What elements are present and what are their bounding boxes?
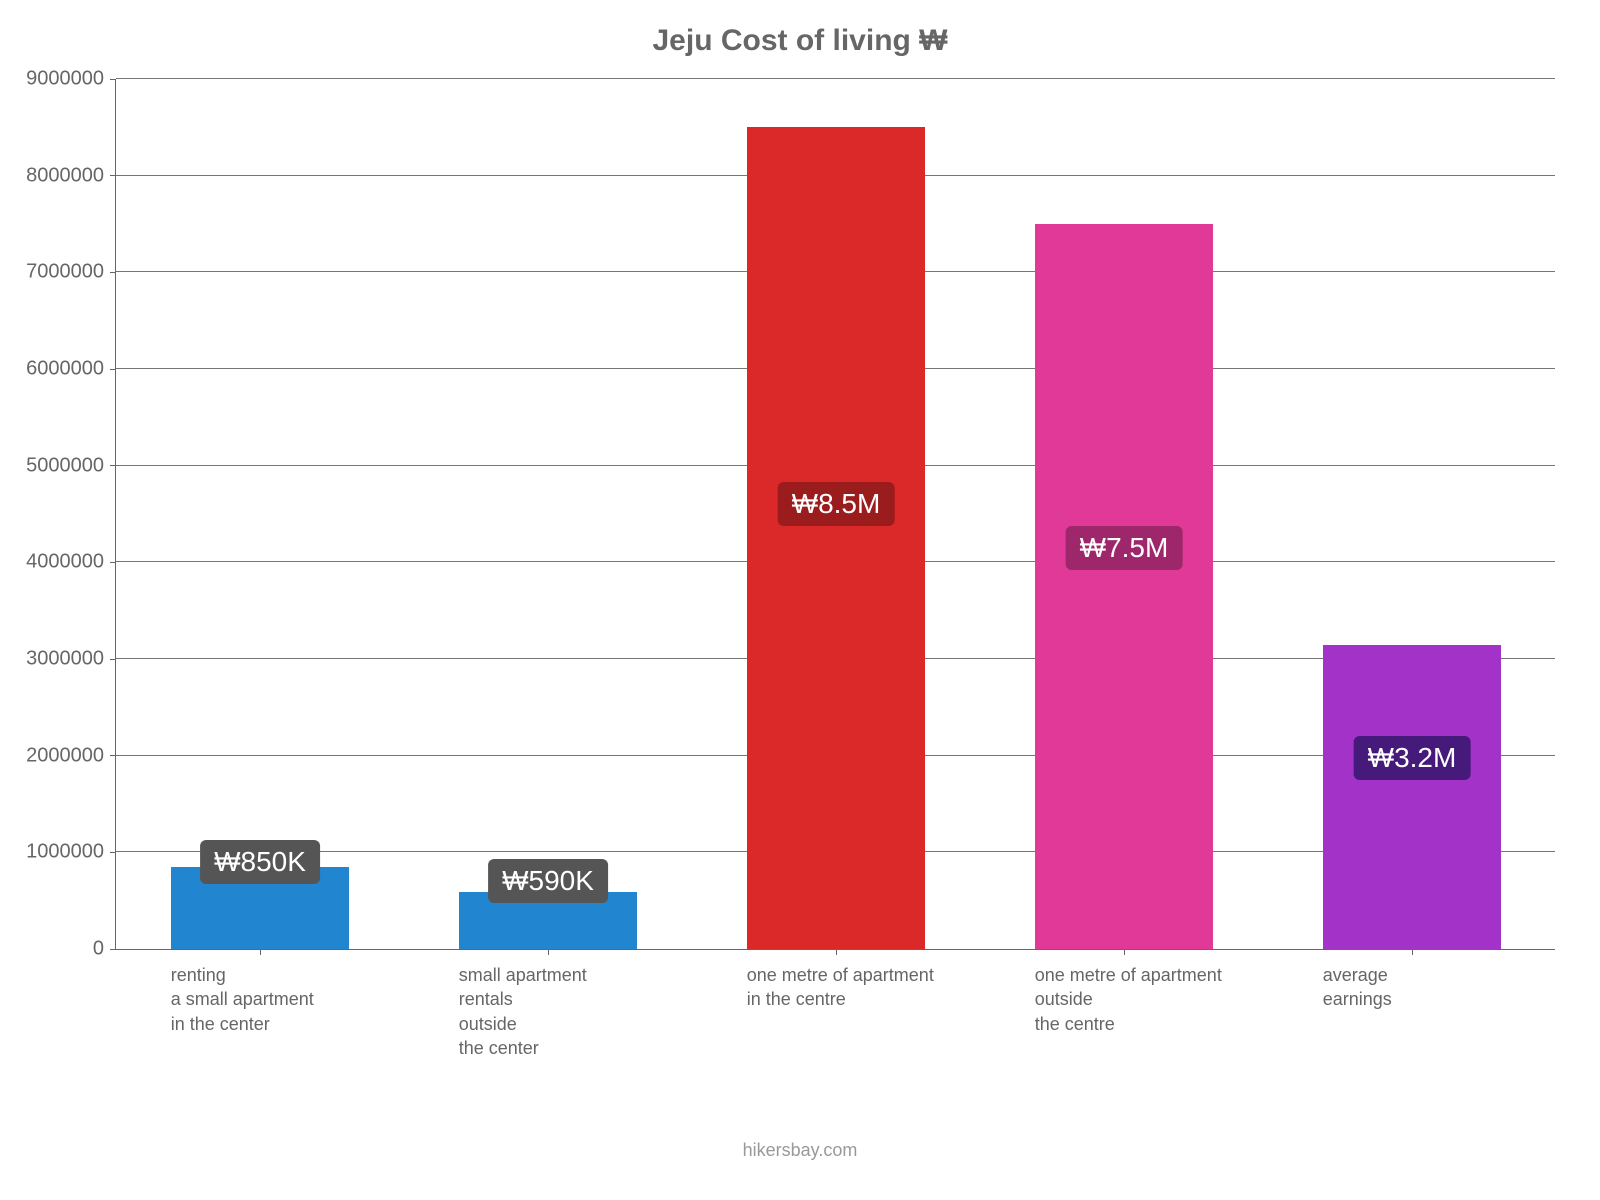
x-tick-mark [1124, 949, 1125, 955]
x-tick-mark [548, 949, 549, 955]
x-tick-label: small apartment rentals outside the cent… [459, 963, 587, 1060]
bar-value-label: ₩8.5M [778, 482, 895, 526]
y-tick-label: 8000000 [26, 164, 116, 187]
y-tick-label: 2000000 [26, 744, 116, 767]
x-tick-label: average earnings [1323, 963, 1392, 1012]
bar [1323, 645, 1502, 950]
bar [1035, 224, 1214, 949]
y-tick-label: 5000000 [26, 454, 116, 477]
y-tick-label: 0 [93, 938, 116, 961]
x-tick-label: one metre of apartment outside the centr… [1035, 963, 1222, 1036]
y-tick-label: 7000000 [26, 261, 116, 284]
y-tick-label: 3000000 [26, 648, 116, 671]
bar-value-label: ₩7.5M [1066, 526, 1183, 570]
x-tick-mark [260, 949, 261, 955]
gridline [116, 78, 1555, 79]
x-tick-mark [1412, 949, 1413, 955]
bar-value-label: ₩590K [488, 859, 608, 903]
x-tick-label: one metre of apartment in the centre [747, 963, 934, 1012]
y-tick-label: 4000000 [26, 551, 116, 574]
plot-area: 0100000020000003000000400000050000006000… [115, 80, 1555, 950]
y-tick-label: 9000000 [26, 68, 116, 91]
chart-title: Jeju Cost of living ₩ [0, 24, 1600, 58]
attribution: hikersbay.com [0, 1140, 1600, 1161]
y-tick-label: 6000000 [26, 358, 116, 381]
chart-container: Jeju Cost of living ₩ 010000002000000300… [0, 0, 1600, 1200]
x-tick-mark [836, 949, 837, 955]
bar [747, 127, 926, 949]
bar-value-label: ₩850K [200, 840, 320, 884]
bar-value-label: ₩3.2M [1354, 736, 1471, 780]
x-tick-label: renting a small apartment in the center [171, 963, 314, 1036]
y-tick-label: 1000000 [26, 841, 116, 864]
